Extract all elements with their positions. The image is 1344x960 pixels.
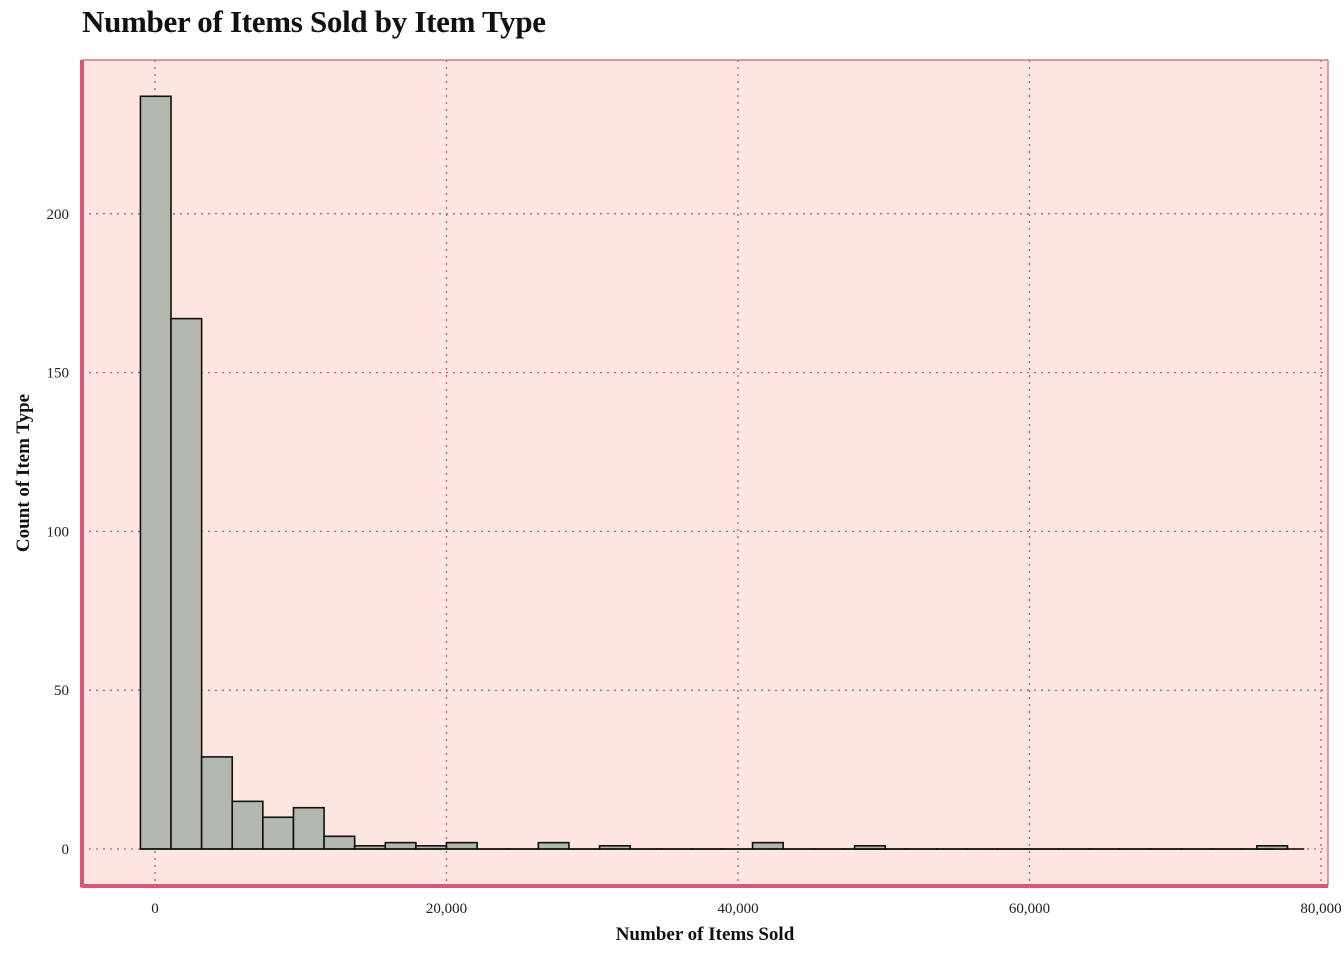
y-tick-label: 0 <box>62 842 70 858</box>
x-tick-label: 60,000 <box>1009 901 1050 917</box>
histogram-bar <box>200 756 234 850</box>
y-axis-title: Count of Item Type <box>13 394 34 552</box>
histogram-bar <box>445 841 478 850</box>
y-tick-label: 200 <box>47 207 70 223</box>
histogram-bar <box>231 800 264 850</box>
y-tick-label: 50 <box>54 683 69 699</box>
histogram-bar <box>139 95 172 850</box>
histogram-bar <box>170 317 203 850</box>
histogram-bar <box>262 816 295 850</box>
x-tick-label: 80,000 <box>1300 901 1341 917</box>
x-axis-ticks: 0 20,000 40,000 60,000 80,000 <box>151 901 1341 917</box>
x-tick-label: 40,000 <box>717 901 758 917</box>
x-axis-title: Number of Items Sold <box>616 924 795 945</box>
histogram-bars <box>139 95 1305 850</box>
plot-background <box>82 60 1328 886</box>
y-tick-label: 100 <box>47 524 70 540</box>
histogram-bar <box>751 841 784 850</box>
histogram-bar <box>323 835 356 850</box>
histogram-bar <box>292 806 325 850</box>
histogram-bar <box>384 841 417 850</box>
y-axis-ticks: 0 50 100 150 200 <box>47 207 70 858</box>
histogram-bar <box>537 841 570 850</box>
chart-title: Number of Items Sold by Item Type <box>82 4 546 39</box>
y-tick-label: 150 <box>47 366 70 382</box>
x-tick-label: 0 <box>151 901 159 917</box>
x-tick-label: 20,000 <box>426 901 467 917</box>
